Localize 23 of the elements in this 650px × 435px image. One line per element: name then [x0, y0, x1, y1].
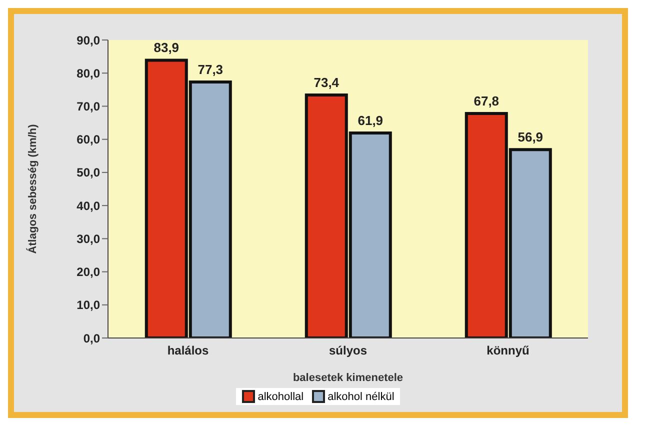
data-label: 61,9 [358, 113, 384, 128]
x-tick-label: halálos [167, 344, 209, 358]
x-axis-title: balesetek kimenetele [292, 372, 404, 384]
y-tick-label: 0,0 [83, 331, 100, 346]
data-label: 73,4 [314, 74, 340, 90]
x-tick-label: súlyos [328, 344, 368, 358]
data-label: 77,3 [198, 62, 224, 78]
y-tick-label: 40,0 [76, 198, 100, 213]
y-tick-label: 30,0 [76, 232, 100, 246]
y-tick-label: 20,0 [76, 265, 100, 280]
y-tick-label: 50,0 [76, 166, 100, 180]
y-axis-title: Átlagos sebesség (km/h) [26, 124, 39, 254]
y-tick-label: 60,0 [76, 132, 100, 147]
data-label: 56,9 [518, 130, 544, 145]
y-tick-label: 70,0 [76, 99, 100, 114]
legend-label: alkohollal [256, 390, 304, 403]
y-tick-label: 80,0 [76, 66, 100, 80]
data-label: 83,9 [154, 40, 180, 56]
x-tick-label: könnyű [486, 344, 530, 358]
y-tick-label: 90,0 [76, 33, 100, 48]
legend-label: alkohol nélkül [326, 390, 394, 403]
y-tick-label: 10,0 [76, 298, 100, 312]
data-label: 67,8 [474, 94, 500, 109]
